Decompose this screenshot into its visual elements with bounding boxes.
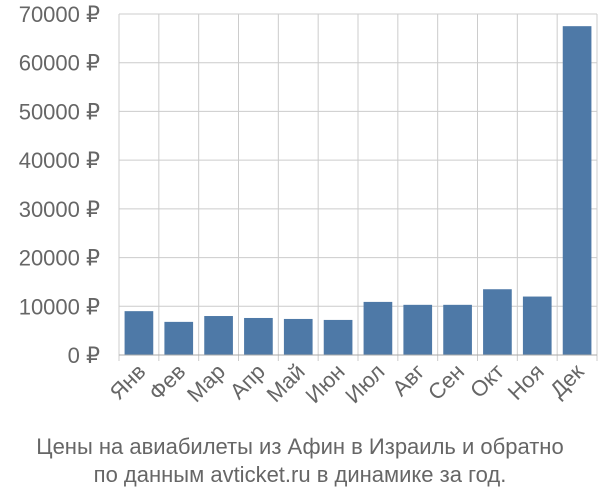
price-chart: 0 ₽ 10000 ₽ 20000 ₽ 30000 ₽ 40000 ₽ 50000 ₽ 60… (19, 2, 598, 408)
bar (283, 318, 313, 355)
x-tick-label: Июл (340, 359, 389, 408)
y-tick-label: 70000 ₽ (19, 2, 100, 27)
x-tick-label: Окт (465, 359, 509, 403)
y-tick-label: 60000 ₽ (19, 51, 100, 76)
y-tick-label: 30000 ₽ (19, 197, 100, 222)
y-tick-label: 40000 ₽ (19, 148, 100, 173)
bar (363, 301, 393, 355)
bar (124, 311, 154, 355)
bar (164, 321, 194, 355)
bar (204, 316, 233, 355)
bar (443, 304, 472, 355)
x-tick-label: Апр (225, 359, 270, 404)
y-tick-label: 20000 ₽ (19, 246, 100, 271)
x-tick-label: Авг (387, 359, 429, 401)
bar (403, 304, 433, 355)
y-tick-label: 10000 ₽ (19, 294, 100, 319)
x-tick-label: Ноя (503, 359, 549, 405)
x-tick-label: Дек (545, 359, 589, 403)
bar (483, 289, 512, 355)
x-tick-label: Июн (300, 359, 349, 408)
x-tick-label: Янв (105, 359, 151, 405)
x-tick-label: Фев (144, 359, 190, 405)
chart-caption-line-2: по данным avticket.ru в динамике за год. (93, 462, 507, 487)
bar (323, 319, 353, 355)
x-tick-label: Сен (423, 359, 469, 405)
bar (562, 26, 592, 356)
bar-chart-svg: 0 ₽ 10000 ₽ 20000 ₽ 30000 ₽ 40000 ₽ 50000 ₽ 60… (19, 2, 598, 408)
y-tick-label: 50000 ₽ (19, 99, 100, 124)
chart-caption-line-1: Цены на авиабилеты из Афин в Израиль и о… (36, 434, 564, 459)
x-tick-label: Май (262, 359, 310, 407)
y-tick-label: 0 ₽ (68, 343, 100, 368)
bar (522, 296, 552, 355)
x-tick-label: Мар (182, 359, 230, 407)
bar (244, 317, 273, 355)
